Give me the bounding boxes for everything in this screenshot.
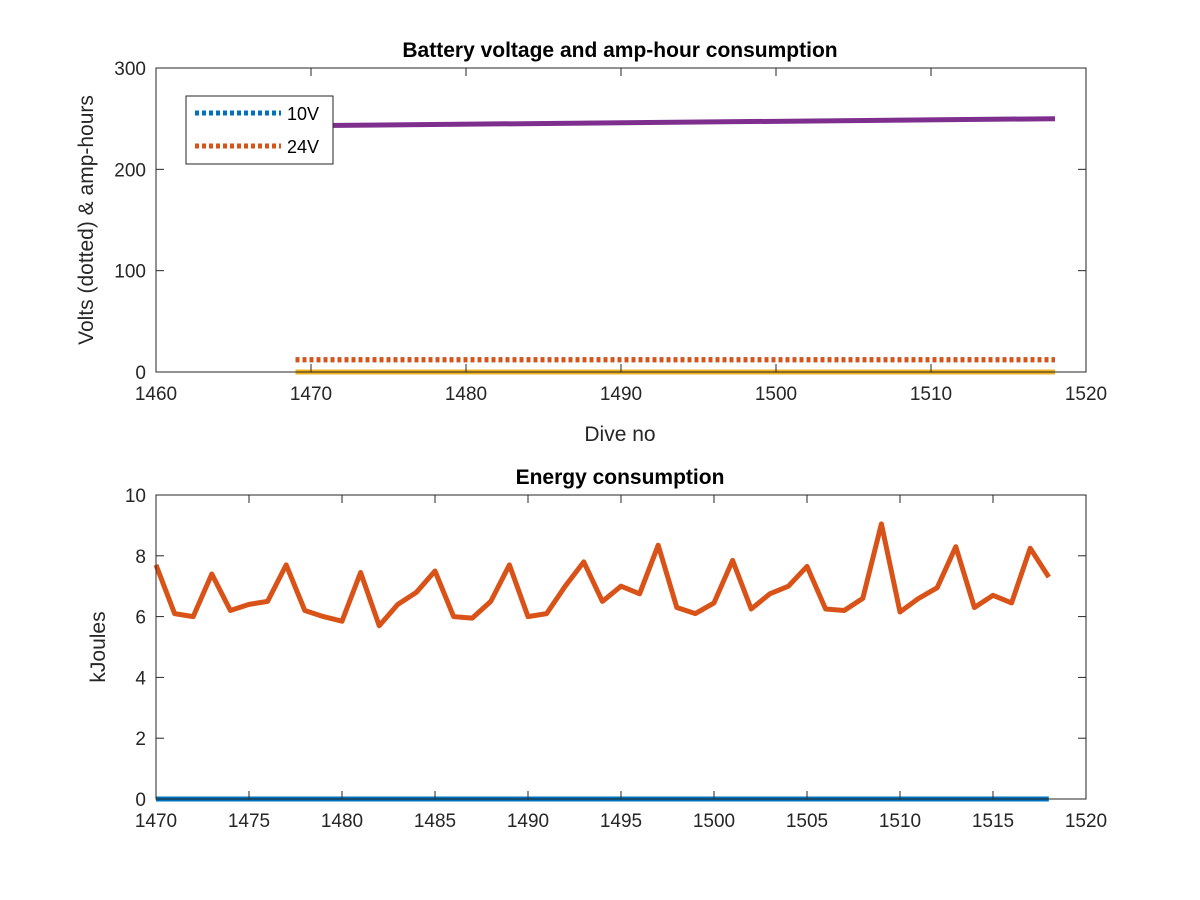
voltage-y-tick-label: 0 bbox=[135, 363, 146, 384]
voltage-y-tick-label: 300 bbox=[114, 59, 146, 80]
voltage-chart-title: Battery voltage and amp-hour consumption bbox=[402, 39, 837, 62]
energy-axes: Energy consumption 1470 1475 1480 1485 1490 1… bbox=[87, 466, 1107, 832]
energy-x-tick-label: 1485 bbox=[414, 811, 456, 832]
energy-series-line-1 bbox=[153, 521, 1051, 629]
energy-y-tick-label: 0 bbox=[135, 790, 146, 811]
voltage-y-tick-label: 200 bbox=[114, 160, 146, 181]
energy-y-tick-label: 8 bbox=[135, 547, 146, 568]
voltage-x-axis-label: Dive no bbox=[584, 423, 655, 446]
legend-10v-label: 10V bbox=[287, 104, 319, 124]
legend-box bbox=[185, 95, 334, 165]
voltage-x-tick-label: 1460 bbox=[135, 384, 177, 405]
energy-y-tick-label: 2 bbox=[135, 729, 146, 750]
energy-x-tick-label: 1470 bbox=[135, 811, 177, 832]
energy-y-tick-label: 6 bbox=[135, 608, 146, 629]
energy-x-tick-label: 1510 bbox=[879, 811, 921, 832]
voltage-x-tick-label: 1490 bbox=[600, 384, 642, 405]
voltage-y-tick-label: 100 bbox=[114, 262, 146, 283]
energy-x-tick-label: 1500 bbox=[693, 811, 735, 832]
energy-x-tick-label: 1480 bbox=[321, 811, 363, 832]
energy-x-tick-label: 1490 bbox=[507, 811, 549, 832]
legend-24v-label: 24V bbox=[287, 137, 319, 157]
voltage-x-tick-label: 1510 bbox=[910, 384, 952, 405]
energy-x-tick-label: 1515 bbox=[972, 811, 1014, 832]
voltage-x-tick-label: 1520 bbox=[1065, 384, 1107, 405]
voltage-series-line-3 bbox=[295, 116, 1056, 129]
voltage-x-tick-label: 1500 bbox=[755, 384, 797, 405]
energy-x-tick-label: 1505 bbox=[786, 811, 828, 832]
voltage-ticks-group: 1460 1470 1480 1490 1500 1510 1520 0 100 200 300 bbox=[114, 59, 1107, 405]
energy-x-tick-label: 1475 bbox=[228, 811, 270, 832]
energy-y-axis-label: kJoules bbox=[87, 611, 110, 682]
energy-chart-title: Energy consumption bbox=[516, 466, 725, 489]
energy-y-tick-label: 4 bbox=[135, 668, 146, 689]
voltage-ampere-hour-axes: Battery voltage and amp-hour consumption… bbox=[75, 39, 1107, 446]
voltage-legend: 10V 24V bbox=[185, 95, 334, 165]
voltage-x-tick-label: 1470 bbox=[290, 384, 332, 405]
energy-x-tick-label: 1520 bbox=[1065, 811, 1107, 832]
energy-y-tick-label: 10 bbox=[125, 486, 146, 507]
energy-x-tick-label: 1495 bbox=[600, 811, 642, 832]
energy-ticks-group: 1470 1475 1480 1485 1490 1495 1500 1505 1510 1515… bbox=[125, 486, 1107, 832]
voltage-x-tick-label: 1480 bbox=[445, 384, 487, 405]
voltage-y-axis-label: Volts (dotted) & amp-hours bbox=[75, 95, 98, 345]
